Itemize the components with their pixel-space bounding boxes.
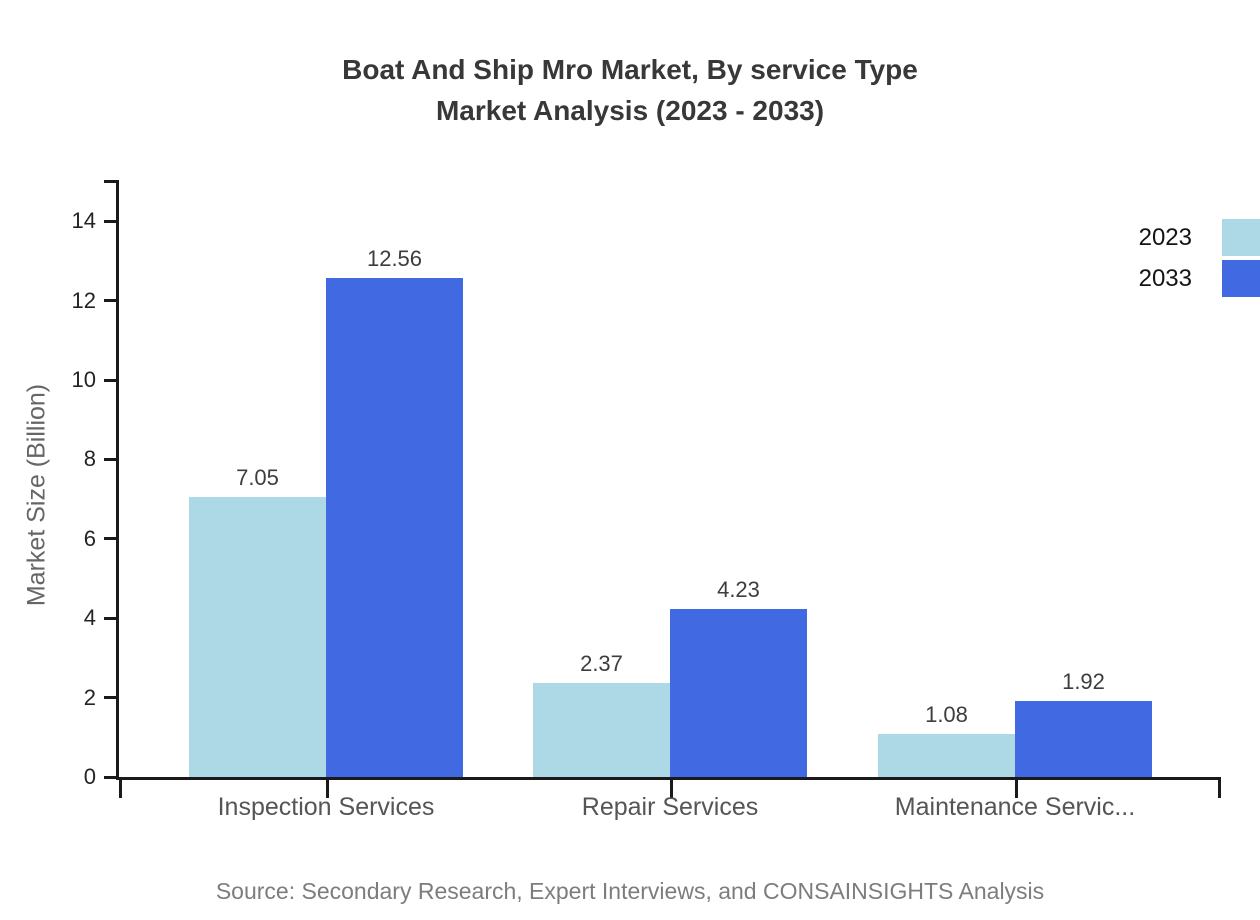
- x-axis-tick: [1218, 777, 1221, 798]
- legend-swatch-2023: [1222, 219, 1260, 256]
- bar-2023-inspection-services: [189, 497, 326, 777]
- chart-title: Boat And Ship Mro Market, By service Typ…: [0, 49, 1260, 131]
- plot-area: 0 2 4 6 8 10 12 14 Inspection Services Repair Ser…: [72, 180, 1221, 821]
- bar-value-label-2033-inspection-services: 12.56: [366, 246, 423, 272]
- bar-value-label-2023-maintenance-servic: 1.08: [925, 702, 968, 728]
- x-axis-category-label: Repair Services: [581, 793, 759, 821]
- y-axis-tick-label: 14: [71, 208, 96, 234]
- y-axis-tick: [104, 616, 116, 620]
- y-axis-title: Market Size (Billion): [22, 383, 51, 607]
- chart-title-line2: Market Analysis (2023 - 2033): [435, 95, 825, 126]
- bar-value-label-2033-repair-services: 4.23: [717, 577, 760, 603]
- legend-item-2023[interactable]: 2023: [1139, 219, 1260, 256]
- y-axis-tick-label: 4: [83, 605, 96, 631]
- y-axis-tick-label: 2: [83, 684, 96, 710]
- bar-value-label-2033-maintenance-servic: 1.92: [1062, 668, 1105, 694]
- legend-item-2033[interactable]: 2033: [1139, 260, 1260, 297]
- y-axis-tick-label: 12: [71, 287, 96, 313]
- x-axis-tick: [1015, 777, 1018, 798]
- bar-2033-maintenance-servic: [1015, 700, 1152, 777]
- bar-2023-maintenance-servic: [878, 734, 1015, 777]
- x-axis-tick: [670, 777, 673, 798]
- y-axis-tick: [104, 696, 116, 700]
- x-axis-category-label: Inspection Services: [217, 793, 435, 821]
- y-axis-tick-label: 6: [83, 525, 96, 551]
- bar-2023-repair-services: [533, 682, 670, 777]
- bar-2033-inspection-services: [326, 278, 463, 777]
- y-axis-tick-label: 0: [83, 764, 96, 789]
- legend-label-2033: 2033: [1138, 264, 1192, 292]
- x-axis-tick: [119, 777, 122, 798]
- y-axis-tick: [104, 219, 116, 223]
- source-attribution: Source: Secondary Research, Expert Inter…: [215, 878, 1045, 904]
- x-axis-tick: [326, 777, 329, 798]
- bar-2033-repair-services: [670, 609, 807, 777]
- y-axis-tick-label: 8: [83, 446, 96, 472]
- y-axis-tick: [104, 457, 116, 461]
- legend-label-2023: 2023: [1138, 223, 1192, 251]
- bar-value-label-2023-repair-services: 2.37: [580, 650, 623, 676]
- y-axis-tick: [104, 299, 116, 303]
- y-axis-tick: [104, 378, 116, 382]
- y-axis-end-tick: [104, 180, 116, 183]
- legend: 2023 2033: [1139, 219, 1260, 301]
- chart-title-line1: Boat And Ship Mro Market, By service Typ…: [342, 54, 918, 85]
- legend-swatch-2033: [1222, 260, 1260, 297]
- x-axis-category-label: Maintenance Servic...: [894, 793, 1136, 821]
- bar-value-label-2023-inspection-services: 7.05: [236, 465, 279, 491]
- y-axis-tick-label: 10: [71, 367, 96, 392]
- y-axis-tick: [104, 537, 116, 541]
- y-axis-tick: [104, 775, 116, 779]
